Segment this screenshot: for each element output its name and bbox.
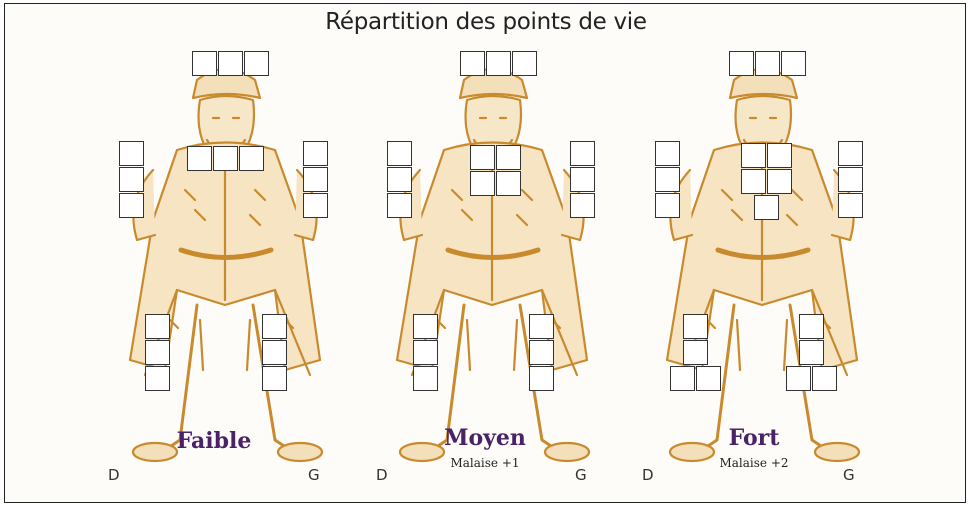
hp-box-head[interactable] — [460, 51, 485, 76]
hp-box-left-leg[interactable] — [262, 340, 287, 365]
pirate-illustration — [665, 68, 861, 463]
hp-box-right-leg[interactable] — [413, 366, 438, 391]
figure-moyen — [352, 40, 652, 500]
hp-box-torso[interactable] — [767, 143, 792, 168]
hp-box-torso[interactable] — [767, 169, 792, 194]
hp-box-left-arm[interactable] — [838, 193, 863, 218]
hp-box-left-arm[interactable] — [303, 193, 328, 218]
hp-box-left-arm[interactable] — [570, 141, 595, 166]
hp-box-left-arm[interactable] — [570, 193, 595, 218]
hp-box-torso[interactable] — [496, 145, 521, 170]
hp-box-left-leg[interactable] — [529, 366, 554, 391]
side-label-right-hand: D — [642, 466, 654, 484]
hp-box-torso[interactable] — [741, 143, 766, 168]
hp-box-left-leg[interactable] — [262, 366, 287, 391]
hp-box-right-arm[interactable] — [119, 167, 144, 192]
hp-box-torso[interactable] — [470, 145, 495, 170]
hp-box-right-arm[interactable] — [119, 141, 144, 166]
hp-box-right-arm[interactable] — [387, 167, 412, 192]
hp-box-right-leg[interactable] — [145, 340, 170, 365]
figure-label-faible: Faible — [176, 428, 252, 454]
figure-label-fort: Fort — [728, 425, 780, 451]
pirate-illustration — [395, 68, 591, 463]
hp-box-head[interactable] — [512, 51, 537, 76]
page-title: Répartition des points de vie — [325, 9, 647, 35]
hp-box-left-leg[interactable] — [529, 314, 554, 339]
hp-box-left-leg[interactable] — [262, 314, 287, 339]
hp-box-head[interactable] — [486, 51, 511, 76]
hp-box-right-arm[interactable] — [387, 141, 412, 166]
hp-box-torso[interactable] — [741, 169, 766, 194]
figure-sublabel-fort: Malaise +2 — [719, 456, 789, 470]
hp-box-right-arm[interactable] — [119, 193, 144, 218]
side-label-left-hand: G — [575, 466, 587, 484]
hp-box-left-arm[interactable] — [838, 141, 863, 166]
hp-box-left-arm[interactable] — [570, 167, 595, 192]
side-label-right-hand: D — [108, 466, 120, 484]
hp-box-right-arm[interactable] — [655, 167, 680, 192]
hp-box-left-arm[interactable] — [303, 167, 328, 192]
hp-box-head[interactable] — [244, 51, 269, 76]
hp-box-left-arm[interactable] — [838, 167, 863, 192]
hp-box-head[interactable] — [755, 51, 780, 76]
hp-box-left-leg[interactable] — [529, 340, 554, 365]
hp-box-right-leg[interactable] — [683, 340, 708, 365]
hp-box-left-leg[interactable] — [812, 366, 837, 391]
hp-box-torso[interactable] — [496, 171, 521, 196]
side-label-left-hand: G — [308, 466, 320, 484]
hp-box-head[interactable] — [781, 51, 806, 76]
hp-box-right-leg[interactable] — [670, 366, 695, 391]
hp-box-right-leg[interactable] — [413, 340, 438, 365]
hp-box-torso[interactable] — [213, 146, 238, 171]
figure-label-moyen: Moyen — [444, 425, 526, 451]
hp-box-head[interactable] — [729, 51, 754, 76]
hp-box-right-leg[interactable] — [145, 314, 170, 339]
hp-box-left-leg[interactable] — [799, 340, 824, 365]
hp-box-right-leg[interactable] — [145, 366, 170, 391]
side-label-right-hand: D — [376, 466, 388, 484]
hp-box-right-arm[interactable] — [655, 141, 680, 166]
hp-box-right-leg[interactable] — [696, 366, 721, 391]
hp-box-torso[interactable] — [187, 146, 212, 171]
hp-box-head[interactable] — [192, 51, 217, 76]
hp-box-torso[interactable] — [470, 171, 495, 196]
hp-box-left-arm[interactable] — [303, 141, 328, 166]
side-label-left-hand: G — [843, 466, 855, 484]
hp-box-right-leg[interactable] — [683, 314, 708, 339]
hp-box-right-arm[interactable] — [655, 193, 680, 218]
hp-box-torso[interactable] — [754, 195, 779, 220]
hp-box-torso[interactable] — [239, 146, 264, 171]
hp-box-head[interactable] — [218, 51, 243, 76]
hp-box-left-leg[interactable] — [786, 366, 811, 391]
figure-fort — [622, 40, 922, 500]
figure-sublabel-moyen: Malaise +1 — [450, 456, 520, 470]
hp-box-right-arm[interactable] — [387, 193, 412, 218]
hp-box-left-leg[interactable] — [799, 314, 824, 339]
hp-box-right-leg[interactable] — [413, 314, 438, 339]
